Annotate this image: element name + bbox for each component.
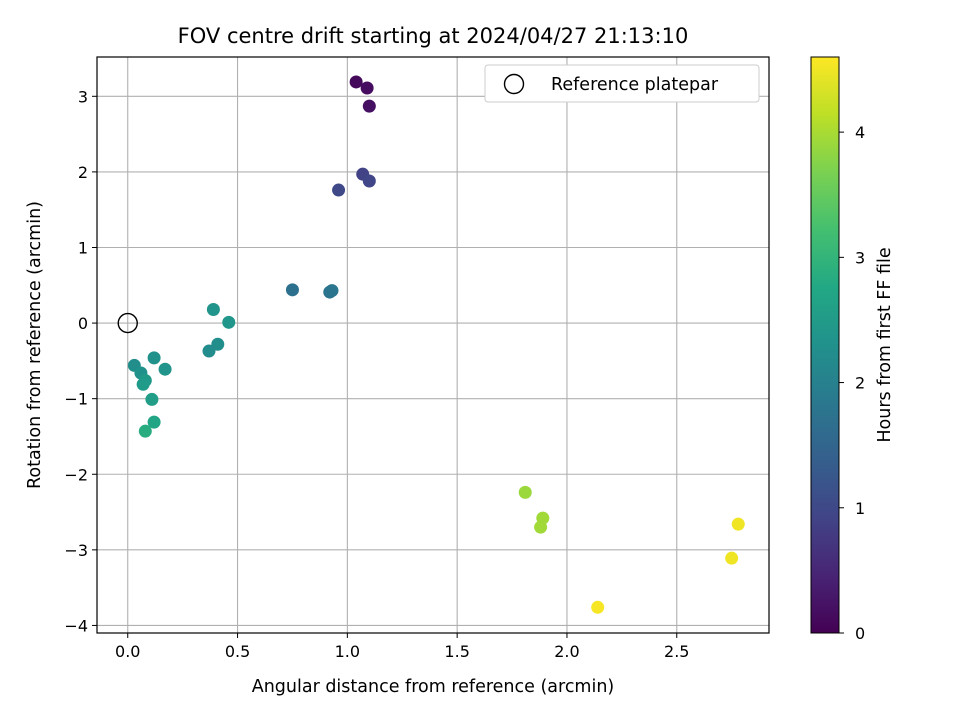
x-tick-label: 1.0: [335, 642, 360, 661]
y-tick-label: 0: [78, 314, 88, 333]
x-tick-label: 0.0: [115, 642, 140, 661]
data-point: [138, 424, 152, 438]
plot-area: 0.0 0.5 1.0 1.5 2.0 2.5 −4 −3 −2 −1 0 1 2 3: [64, 56, 770, 661]
colorbar-label: Hours from first FF file: [875, 247, 895, 442]
x-axis-ticks: 0.0 0.5 1.0 1.5 2.0 2.5: [115, 633, 689, 661]
y-tick-label: −3: [64, 541, 88, 560]
data-point: [147, 415, 161, 429]
x-tick-label: 2.5: [664, 642, 689, 661]
y-axis-ticks: −4 −3 −2 −1 0 1 2 3: [64, 87, 97, 635]
chart-title: FOV centre drift starting at 2024/04/27 …: [178, 24, 689, 48]
legend: Reference platepar: [484, 64, 760, 103]
colorbar-tick-label: 2: [855, 374, 865, 393]
grid: [97, 57, 769, 633]
data-point: [145, 392, 159, 406]
data-point: [136, 377, 150, 391]
colorbar: 0 1 2 3 4 Hours from first FF file: [810, 56, 895, 643]
data-point: [731, 517, 745, 531]
legend-box: [484, 64, 760, 103]
data-point: [534, 520, 548, 534]
data-point: [285, 283, 299, 297]
reference-marker: [117, 312, 138, 334]
y-tick-label: 3: [78, 87, 88, 106]
data-point: [222, 315, 236, 329]
colorbar-tick-label: 0: [855, 624, 865, 643]
data-point: [206, 302, 220, 316]
y-tick-label: −1: [64, 390, 88, 409]
legend-marker: [503, 73, 525, 95]
data-point: [325, 284, 339, 298]
data-point: [202, 344, 216, 358]
data-point: [725, 551, 739, 565]
colorbar-tick-label: 4: [855, 123, 865, 142]
data-point: [362, 174, 376, 188]
x-tick-label: 1.5: [444, 642, 469, 661]
data-point: [518, 485, 532, 499]
data-point: [349, 75, 363, 89]
data-point: [360, 81, 374, 95]
y-axis-label: Rotation from reference (arcmin): [25, 201, 45, 489]
data-points: [127, 75, 745, 614]
x-axis-label: Angular distance from reference (arcmin): [252, 677, 615, 697]
data-point: [591, 600, 605, 614]
y-tick-label: −4: [64, 616, 88, 635]
x-tick-label: 0.5: [225, 642, 250, 661]
data-point: [362, 99, 376, 113]
legend-label: Reference platepar: [551, 75, 719, 95]
data-point: [147, 351, 161, 365]
y-tick-label: −2: [64, 465, 88, 484]
colorbar-tick-label: 1: [855, 499, 865, 518]
y-tick-label: 2: [78, 163, 88, 182]
colorbar-tick-label: 3: [855, 248, 865, 267]
plot-frame: [96, 56, 770, 634]
reference-point: [117, 312, 138, 334]
colorbar-ticks: 0 1 2 3 4: [839, 123, 865, 643]
data-point: [211, 337, 225, 351]
data-point: [158, 362, 172, 376]
data-point: [332, 183, 346, 197]
colorbar-gradient: [810, 56, 840, 634]
x-tick-label: 2.0: [554, 642, 579, 661]
y-tick-label: 1: [78, 238, 88, 257]
